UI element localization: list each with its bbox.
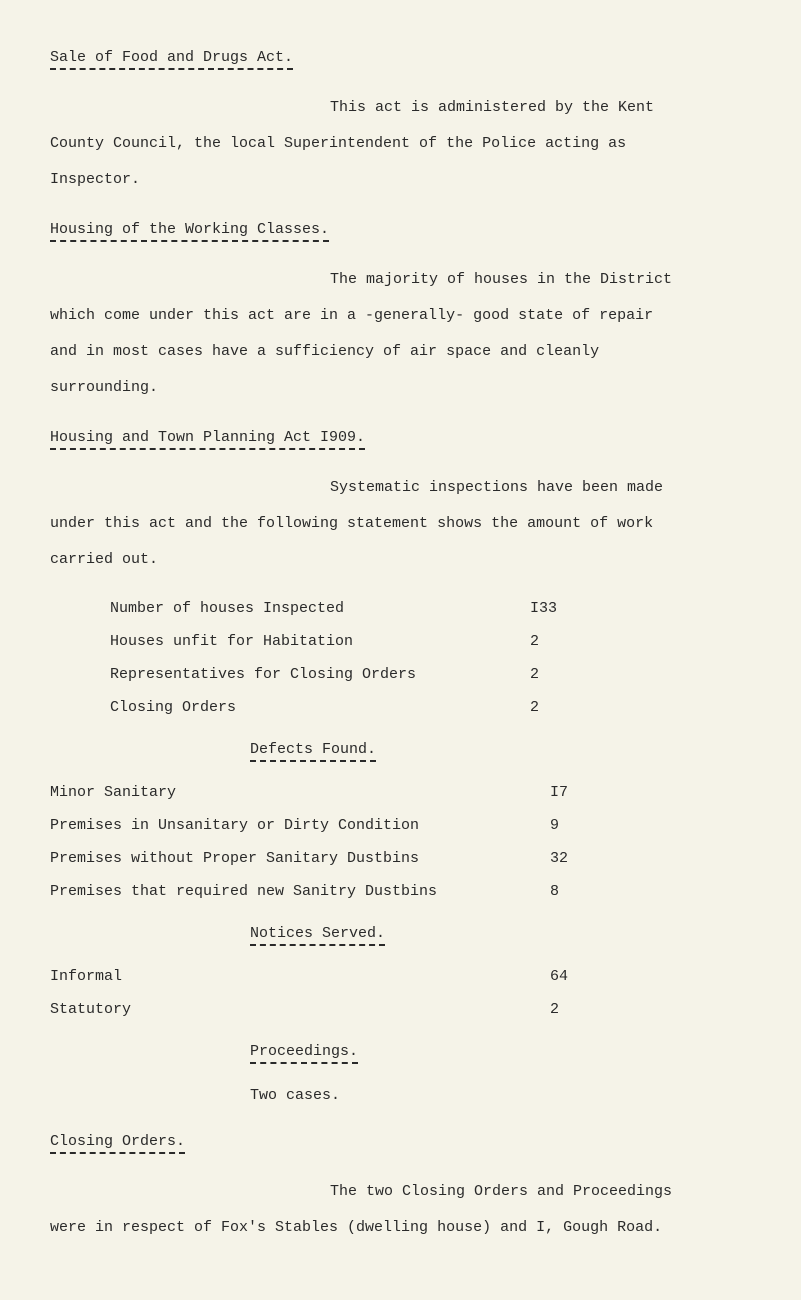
stat-value: 32	[550, 842, 568, 875]
stat-row: Closing Orders 2	[110, 691, 751, 724]
stat-label: Number of houses Inspected	[110, 592, 530, 625]
proceedings-text-wrap: Two cases.	[250, 1078, 751, 1114]
stat-value: 2	[550, 993, 559, 1026]
section-sale-act: Sale of Food and Drugs Act. This act is …	[50, 40, 751, 198]
stat-label: Premises that required new Sanitry Dustb…	[50, 875, 550, 908]
para-sale-act: This act is administered by the Kent Cou…	[50, 90, 751, 198]
text-line: The majority of houses in the District	[330, 262, 751, 298]
stat-row: Premises without Proper Sanitary Dustbin…	[50, 842, 751, 875]
stat-label: Houses unfit for Habitation	[110, 625, 530, 658]
stat-value: 2	[530, 691, 539, 724]
text-line: The two Closing Orders and Proceedings	[330, 1174, 751, 1210]
stat-label: Minor Sanitary	[50, 776, 550, 809]
heading-closing-orders: Closing Orders.	[50, 1131, 185, 1154]
heading-notices-wrap: Notices Served.	[250, 916, 751, 952]
text-line: and in most cases have a sufficiency of …	[50, 334, 751, 370]
stat-row: Premises that required new Sanitry Dustb…	[50, 875, 751, 908]
stat-row: Representatives for Closing Orders 2	[110, 658, 751, 691]
stat-label: Closing Orders	[110, 691, 530, 724]
text-line: County Council, the local Superintendent…	[50, 126, 751, 162]
stat-row: Number of houses Inspected I33	[110, 592, 751, 625]
defects-stats: Minor Sanitary I7 Premises in Unsanitary…	[50, 776, 751, 908]
stat-row: Statutory 2	[50, 993, 751, 1026]
stat-label: Premises in Unsanitary or Dirty Conditio…	[50, 809, 550, 842]
stat-value: 64	[550, 960, 568, 993]
stat-label: Premises without Proper Sanitary Dustbin…	[50, 842, 550, 875]
section-housing-working: Housing of the Working Classes. The majo…	[50, 212, 751, 406]
heading-notices: Notices Served.	[250, 923, 385, 946]
text-line: This act is administered by the Kent	[330, 90, 751, 126]
heading-housing-working: Housing of the Working Classes.	[50, 219, 329, 242]
stat-label: Representatives for Closing Orders	[110, 658, 530, 691]
stat-value: I33	[530, 592, 557, 625]
text-line: under this act and the following stateme…	[50, 506, 751, 542]
text-line: surrounding.	[50, 370, 751, 406]
stat-row: Informal 64	[50, 960, 751, 993]
text-line: were in respect of Fox's Stables (dwelli…	[50, 1210, 751, 1246]
proceedings-text: Two cases.	[250, 1087, 340, 1104]
stat-label: Statutory	[50, 993, 550, 1026]
section-closing-orders: Closing Orders. The two Closing Orders a…	[50, 1124, 751, 1246]
stat-row: Houses unfit for Habitation 2	[110, 625, 751, 658]
text-line: which come under this act are in a -gene…	[50, 298, 751, 334]
stat-row: Premises in Unsanitary or Dirty Conditio…	[50, 809, 751, 842]
stat-value: 9	[550, 809, 559, 842]
stat-value: 2	[530, 625, 539, 658]
heading-defects: Defects Found.	[250, 739, 376, 762]
para-housing-working: The majority of houses in the District w…	[50, 262, 751, 406]
heading-proceedings-wrap: Proceedings.	[250, 1034, 751, 1070]
stat-value: 2	[530, 658, 539, 691]
stat-value: I7	[550, 776, 568, 809]
stat-row: Minor Sanitary I7	[50, 776, 751, 809]
heading-housing-town: Housing and Town Planning Act I909.	[50, 427, 365, 450]
inspection-stats: Number of houses Inspected I33 Houses un…	[110, 592, 751, 724]
heading-proceedings: Proceedings.	[250, 1041, 358, 1064]
stat-label: Informal	[50, 960, 550, 993]
stat-value: 8	[550, 875, 559, 908]
text-line: Systematic inspections have been made	[330, 470, 751, 506]
heading-sale-act: Sale of Food and Drugs Act.	[50, 47, 293, 70]
para-closing-orders: The two Closing Orders and Proceedings w…	[50, 1174, 751, 1246]
para-housing-town: Systematic inspections have been made un…	[50, 470, 751, 578]
text-line: Inspector.	[50, 162, 751, 198]
heading-defects-wrap: Defects Found.	[250, 732, 751, 768]
notices-stats: Informal 64 Statutory 2	[50, 960, 751, 1026]
section-housing-town: Housing and Town Planning Act I909. Syst…	[50, 420, 751, 578]
text-line: carried out.	[50, 542, 751, 578]
